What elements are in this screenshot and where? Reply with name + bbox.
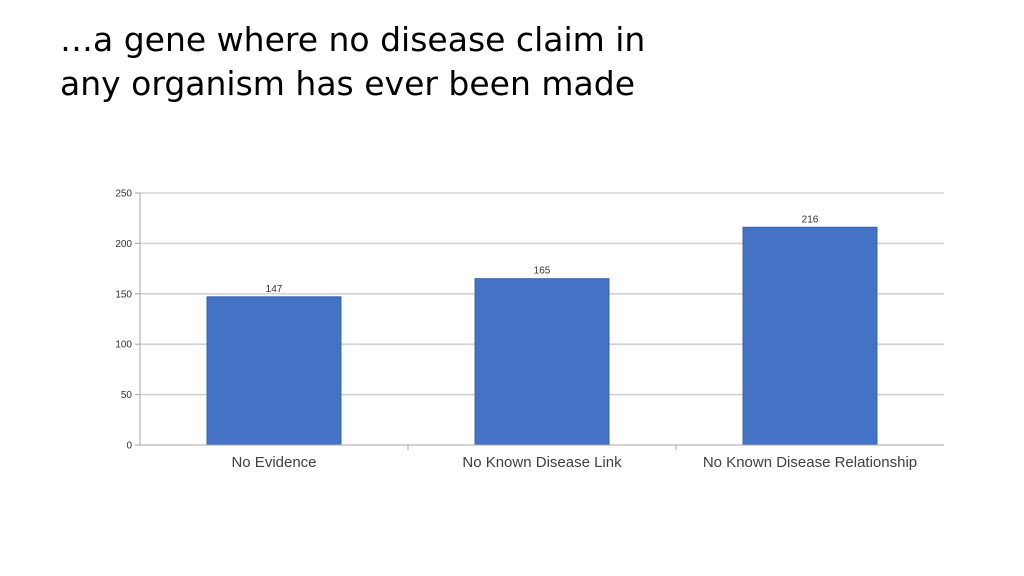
bar [742, 226, 878, 446]
y-tick-label: 0 [126, 441, 132, 452]
bar [474, 278, 610, 446]
data-label: 165 [534, 266, 551, 277]
category-label: No Known Disease Link [462, 454, 622, 471]
category-label: No Evidence [231, 454, 316, 471]
slide-title-line-1: …a gene where no disease claim in [60, 20, 646, 59]
axes [139, 193, 944, 450]
bars [206, 226, 878, 446]
category-label: No Known Disease Relationship [703, 454, 917, 471]
y-tick-label: 200 [115, 239, 132, 250]
data-label: 216 [802, 214, 819, 225]
y-tick-label: 250 [115, 189, 132, 200]
y-tick-label: 100 [115, 340, 132, 351]
y-tick-label: 150 [115, 289, 132, 300]
bar [206, 296, 342, 446]
data-label: 147 [266, 284, 283, 295]
slide-title: …a gene where no disease claim in any or… [60, 18, 960, 106]
labels: 147 No Evidence 165 No Known Disease Link 21… [231, 214, 917, 471]
y-axis-ticks: 0 50 100 150 200 250 [115, 189, 140, 452]
slide-title-line-2: any organism has ever been made [60, 64, 636, 103]
y-tick-label: 50 [121, 390, 133, 401]
